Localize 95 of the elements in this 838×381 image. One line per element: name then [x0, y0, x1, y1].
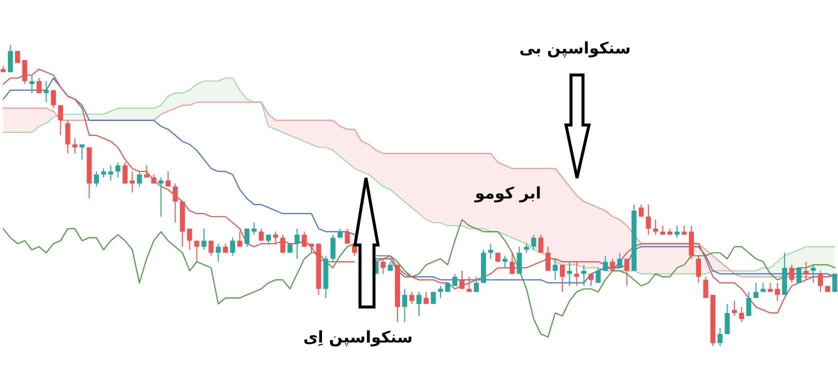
candlestick: [216, 243, 221, 262]
candlestick: [516, 246, 522, 274]
candlestick: [136, 170, 142, 188]
candlestick: [94, 170, 99, 188]
candlestick: [36, 78, 42, 94]
candlestick: [602, 255, 608, 272]
candlestick: [101, 168, 106, 178]
candlestick: [388, 261, 393, 272]
candlestick: [344, 228, 350, 244]
candlestick: [703, 276, 708, 298]
candlestick: [638, 204, 644, 218]
candlestick: [172, 183, 178, 224]
candlestick: [510, 252, 515, 274]
candlestick: [273, 231, 278, 244]
candlestick: [746, 291, 752, 316]
candlestick: [768, 282, 773, 292]
candlestick: [789, 264, 794, 284]
candlestick: [653, 219, 658, 236]
candlestick: [130, 170, 135, 194]
candlestick: [194, 240, 200, 262]
candlestick: [753, 282, 758, 298]
candlestick: [409, 291, 414, 304]
candlestick: [674, 225, 680, 238]
candlestick: [466, 276, 472, 292]
candlestick: [438, 285, 444, 298]
candlestick: [280, 234, 286, 254]
candlestick: [646, 204, 651, 236]
candlestick: [624, 258, 630, 286]
candlestick: [308, 243, 314, 254]
candlestick: [560, 264, 565, 292]
candlestick: [158, 176, 164, 218]
candlestick: [430, 291, 436, 304]
candlestick: [774, 282, 780, 302]
candlestick: [8, 44, 13, 73]
candlestick: [574, 261, 580, 286]
candlestick: [552, 258, 558, 280]
candlestick: [330, 234, 336, 262]
candlestick: [460, 270, 465, 290]
candlestick: [108, 164, 114, 181]
candlestick: [244, 228, 250, 248]
candlestick: [832, 273, 838, 292]
candlestick: [610, 258, 616, 272]
annotation: سنکواسپن اِی: [303, 328, 413, 346]
candlestick: [567, 261, 572, 286]
candlestick: [524, 243, 530, 254]
candlestick: [252, 222, 257, 236]
candlestick: [380, 258, 386, 274]
candlestick: [538, 234, 544, 254]
candlestick: [50, 90, 56, 109]
candlestick: [144, 164, 150, 178]
candlestick: [732, 300, 737, 316]
candlestick: [452, 273, 458, 286]
candlestick: [796, 267, 802, 284]
candlestick: [80, 144, 85, 160]
candlestick: [531, 234, 536, 250]
candlestick: [760, 282, 766, 292]
candlestick: [617, 252, 622, 268]
candlestick: [294, 228, 300, 260]
candlestick: [596, 267, 601, 284]
candlestick: [65, 120, 70, 154]
candlestick: [402, 288, 408, 322]
candlestick: [502, 255, 508, 268]
annotation: سنکواسپن بی: [519, 38, 631, 58]
candlestick: [718, 328, 723, 347]
candlestick: [424, 291, 429, 304]
candlestick: [818, 270, 823, 292]
candlestick: [739, 306, 744, 322]
candlestick: [208, 240, 214, 256]
candlestick: [302, 231, 307, 248]
candlestick: [72, 138, 78, 154]
candlestick: [724, 303, 730, 335]
candlestick: [237, 231, 242, 248]
candlestick: [230, 237, 236, 256]
candlestick: [258, 228, 264, 242]
candlestick: [581, 264, 586, 286]
candlestick: [696, 255, 702, 284]
candlestick: [58, 104, 64, 136]
candlestick: [115, 162, 120, 178]
candlestick: [416, 291, 422, 316]
candlestick: [546, 246, 551, 272]
candlestick: [166, 170, 171, 188]
candlestick: [588, 273, 594, 286]
candlestick: [266, 234, 271, 244]
candlestick: [488, 243, 494, 260]
candlestick: [804, 261, 809, 280]
candlestick: [201, 228, 206, 250]
candlestick: [495, 252, 500, 262]
candlestick: [810, 264, 816, 284]
candlestick: [15, 50, 20, 64]
candlestick: [29, 74, 34, 94]
annotation: ابر کومو: [474, 184, 542, 202]
candlestick: [44, 80, 49, 103]
candlestick: [474, 276, 479, 292]
candlestick: [122, 162, 128, 184]
candlestick: [187, 228, 192, 250]
